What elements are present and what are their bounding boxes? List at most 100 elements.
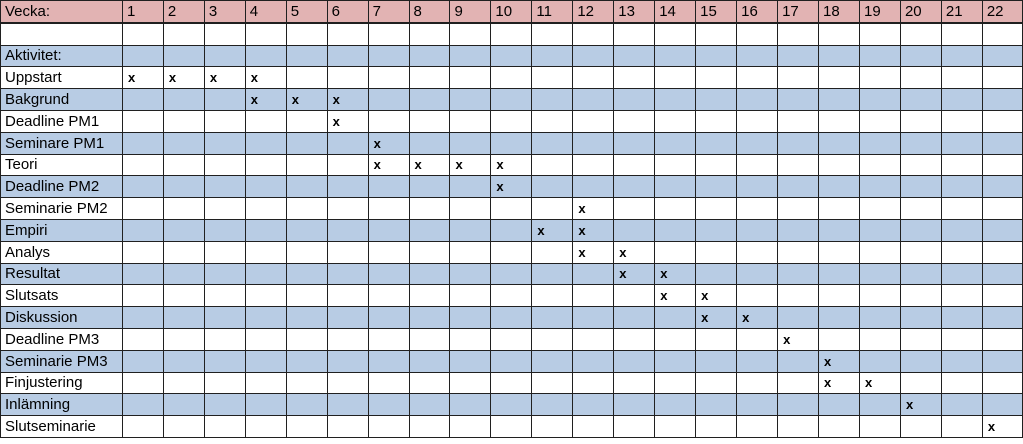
week-cell[interactable] bbox=[858, 66, 901, 90]
week-cell[interactable] bbox=[572, 327, 615, 351]
activity-name[interactable]: Deadline PM2 bbox=[0, 175, 123, 199]
week-cell[interactable] bbox=[654, 153, 697, 177]
week-cell[interactable] bbox=[572, 349, 615, 373]
week-cell[interactable] bbox=[162, 327, 205, 351]
empty-cell[interactable] bbox=[408, 44, 451, 68]
week-cell[interactable] bbox=[695, 393, 738, 417]
empty-cell[interactable] bbox=[490, 44, 533, 68]
empty-cell[interactable] bbox=[244, 44, 287, 68]
week-cell[interactable] bbox=[326, 349, 369, 373]
week-cell[interactable] bbox=[899, 153, 942, 177]
week-cell[interactable] bbox=[736, 109, 779, 133]
week-cell[interactable] bbox=[940, 175, 983, 199]
week-cell[interactable] bbox=[285, 109, 328, 133]
week-cell[interactable] bbox=[162, 240, 205, 264]
week-cell[interactable] bbox=[285, 66, 328, 90]
week-cell[interactable] bbox=[203, 262, 246, 286]
week-cell[interactable] bbox=[899, 175, 942, 199]
week-cell[interactable] bbox=[326, 284, 369, 308]
week-cell[interactable] bbox=[285, 240, 328, 264]
week-cell[interactable] bbox=[367, 262, 410, 286]
week-cell[interactable] bbox=[531, 284, 574, 308]
week-cell[interactable] bbox=[981, 197, 1023, 220]
week-cell[interactable] bbox=[326, 306, 369, 329]
empty-cell[interactable] bbox=[244, 22, 287, 46]
week-cell[interactable] bbox=[449, 284, 492, 308]
week-cell[interactable] bbox=[326, 240, 369, 264]
week-cell[interactable] bbox=[162, 371, 205, 395]
week-cell[interactable] bbox=[408, 131, 451, 155]
week-cell[interactable] bbox=[818, 88, 860, 111]
week-cell[interactable] bbox=[899, 240, 942, 264]
week-cell[interactable] bbox=[572, 415, 615, 438]
week-cell[interactable] bbox=[940, 218, 983, 242]
activity-name[interactable]: Uppstart bbox=[0, 66, 123, 90]
week-cell[interactable] bbox=[121, 349, 164, 373]
activity-name[interactable]: Seminarie PM2 bbox=[0, 197, 123, 220]
week-cell[interactable] bbox=[326, 131, 369, 155]
week-cell[interactable] bbox=[326, 153, 369, 177]
week-number-cell[interactable]: 15 bbox=[695, 0, 738, 24]
week-cell[interactable] bbox=[818, 393, 860, 417]
week-cell[interactable] bbox=[613, 153, 656, 177]
week-cell[interactable] bbox=[326, 66, 369, 90]
week-cell[interactable] bbox=[981, 66, 1023, 90]
empty-cell[interactable] bbox=[858, 44, 901, 68]
week-cell[interactable] bbox=[490, 66, 533, 90]
week-mark[interactable]: x bbox=[203, 66, 246, 90]
week-mark[interactable]: x bbox=[367, 153, 410, 177]
week-cell[interactable] bbox=[572, 262, 615, 286]
week-cell[interactable] bbox=[940, 262, 983, 286]
empty-cell[interactable] bbox=[654, 22, 697, 46]
week-cell[interactable] bbox=[818, 197, 860, 220]
week-cell[interactable] bbox=[858, 153, 901, 177]
week-cell[interactable] bbox=[490, 109, 533, 133]
week-cell[interactable] bbox=[531, 393, 574, 417]
week-cell[interactable] bbox=[940, 240, 983, 264]
week-number-cell[interactable]: 22 bbox=[981, 0, 1023, 24]
week-cell[interactable] bbox=[367, 175, 410, 199]
week-cell[interactable] bbox=[940, 88, 983, 111]
activity-name[interactable]: Slutseminarie bbox=[0, 415, 123, 438]
week-mark[interactable]: x bbox=[818, 371, 860, 395]
week-number-cell[interactable]: 1 bbox=[121, 0, 164, 24]
activity-name[interactable]: Deadline PM3 bbox=[0, 327, 123, 351]
week-cell[interactable] bbox=[326, 218, 369, 242]
empty-cell[interactable] bbox=[367, 22, 410, 46]
activity-name[interactable]: Slutsats bbox=[0, 284, 123, 308]
week-cell[interactable] bbox=[613, 218, 656, 242]
empty-cell[interactable] bbox=[162, 22, 205, 46]
week-number-cell[interactable]: 8 bbox=[408, 0, 451, 24]
week-mark[interactable]: x bbox=[449, 153, 492, 177]
week-cell[interactable] bbox=[695, 349, 738, 373]
week-cell[interactable] bbox=[408, 371, 451, 395]
week-cell[interactable] bbox=[326, 393, 369, 417]
week-cell[interactable] bbox=[736, 262, 779, 286]
week-cell[interactable] bbox=[654, 349, 697, 373]
empty-cell[interactable] bbox=[326, 22, 369, 46]
week-cell[interactable] bbox=[981, 393, 1023, 417]
week-cell[interactable] bbox=[162, 88, 205, 111]
week-mark[interactable]: x bbox=[572, 197, 615, 220]
week-cell[interactable] bbox=[162, 153, 205, 177]
week-cell[interactable] bbox=[858, 175, 901, 199]
week-cell[interactable] bbox=[121, 218, 164, 242]
week-cell[interactable] bbox=[203, 349, 246, 373]
week-number-cell[interactable]: 16 bbox=[736, 0, 779, 24]
week-cell[interactable] bbox=[940, 371, 983, 395]
week-cell[interactable] bbox=[203, 240, 246, 264]
week-number-cell[interactable]: 11 bbox=[531, 0, 574, 24]
week-cell[interactable] bbox=[367, 218, 410, 242]
activity-name[interactable]: Analys bbox=[0, 240, 123, 264]
week-cell[interactable] bbox=[818, 284, 860, 308]
empty-cell[interactable] bbox=[449, 44, 492, 68]
week-cell[interactable] bbox=[367, 88, 410, 111]
week-cell[interactable] bbox=[695, 197, 738, 220]
week-mark[interactable]: x bbox=[572, 218, 615, 242]
week-cell[interactable] bbox=[408, 240, 451, 264]
week-cell[interactable] bbox=[408, 284, 451, 308]
week-cell[interactable] bbox=[326, 175, 369, 199]
week-mark[interactable]: x bbox=[490, 175, 533, 199]
empty-cell[interactable] bbox=[203, 44, 246, 68]
week-cell[interactable] bbox=[981, 131, 1023, 155]
